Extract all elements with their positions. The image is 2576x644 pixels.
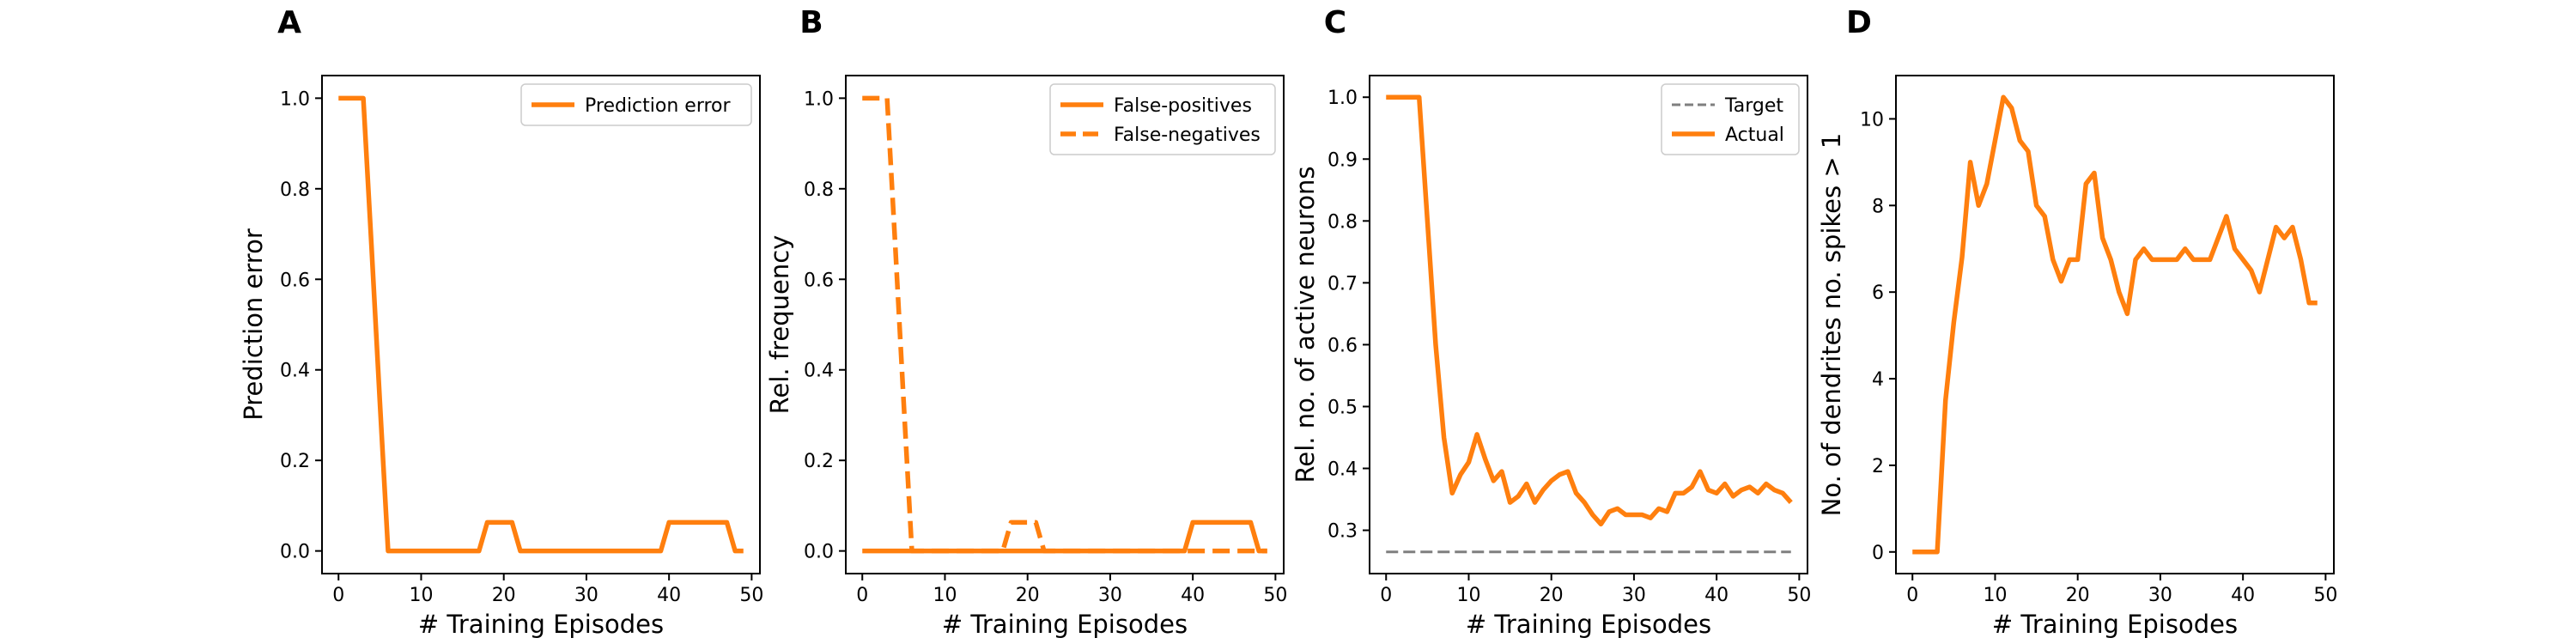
legend: Target Actual <box>1661 83 1800 155</box>
legend-box <box>1049 83 1276 155</box>
y-tick-label: 4 <box>1872 369 1884 391</box>
chart-panel-d: D 0 10 20 30 40 50 0 2 4 6 8 10 # Training Episodes No… <box>1817 5 2337 639</box>
x-axis-label: # Training Episodes <box>1466 610 1711 639</box>
axes-frame <box>1369 75 1808 574</box>
y-axis-label: Prediction error <box>239 228 268 421</box>
x-tick-label: 30 <box>1098 585 1122 606</box>
x-tick-label: 10 <box>409 585 433 606</box>
x-tick-label: 30 <box>1622 585 1646 606</box>
y-tick-label: 0.3 <box>1327 521 1358 543</box>
y-tick-label: 0.5 <box>1327 397 1358 418</box>
x-tick-label: 40 <box>657 585 681 606</box>
chart-panel-b: B 0 10 20 30 40 50 0.0 0.2 0.4 0.6 0.8 1.0 # Training… <box>765 5 1287 639</box>
x-tick-label: 0 <box>1906 585 1918 606</box>
y-tick-label: 0.8 <box>280 179 310 201</box>
x-tick-label: 0 <box>332 585 344 606</box>
y-tick-label: 0.4 <box>1327 459 1358 481</box>
y-tick-label: 0.4 <box>804 361 834 382</box>
legend-box <box>1661 83 1800 155</box>
legend-label: False-positives <box>1114 95 1252 117</box>
series-line-false-negatives <box>862 95 1267 554</box>
panel-letter: A <box>277 5 301 40</box>
y-tick-label: 8 <box>1872 196 1884 217</box>
y-tick-label: 0.6 <box>804 270 834 291</box>
x-tick-label: 20 <box>492 585 516 606</box>
x-tick-label: 10 <box>1983 585 2007 606</box>
axes-frame <box>845 75 1285 574</box>
x-tick-label: 40 <box>2231 585 2255 606</box>
x-tick-label: 50 <box>1787 585 1811 606</box>
axes-frame <box>321 75 761 574</box>
x-tick-label: 50 <box>739 585 763 606</box>
y-tick-label: 0.0 <box>804 542 834 563</box>
panel-letter: B <box>799 5 823 40</box>
y-tick-label: 0.2 <box>280 451 310 472</box>
x-tick-label: 20 <box>2066 585 2090 606</box>
panel-letter: D <box>1846 5 1872 40</box>
y-tick-label: 10 <box>1860 109 1884 131</box>
x-tick-label: 10 <box>1456 585 1480 606</box>
y-tick-label: 0.6 <box>280 270 310 291</box>
y-tick-label: 2 <box>1872 456 1884 477</box>
y-tick-label: 0 <box>1872 543 1884 564</box>
y-tick-label: 0.2 <box>804 451 834 472</box>
y-tick-label: 1.0 <box>1327 88 1358 109</box>
x-tick-label: 40 <box>1704 585 1728 606</box>
y-tick-label: 0.9 <box>1327 149 1358 171</box>
x-tick-label: 0 <box>1380 585 1392 606</box>
y-axis-label: No. of dendrites no. spikes > 1 <box>1817 133 1846 517</box>
x-tick-label: 40 <box>1181 585 1205 606</box>
legend-label: Prediction error <box>585 95 731 117</box>
y-tick-label: 0.7 <box>1327 273 1358 295</box>
y-tick-label: 6 <box>1872 283 1884 304</box>
x-tick-label: 30 <box>2148 585 2172 606</box>
series-line-false-positives <box>862 519 1267 554</box>
y-axis-label: Rel. frequency <box>765 235 794 415</box>
x-tick-label: 30 <box>574 585 598 606</box>
y-tick-label: 0.8 <box>1327 211 1358 233</box>
chart-panel-c: C 0 10 20 30 40 50 0.3 0.4 0.5 0.6 0.7 0.8 0.9 1.0 # Tr… <box>1291 5 1811 639</box>
x-tick-label: 0 <box>856 585 868 606</box>
y-tick-label: 1.0 <box>804 88 834 110</box>
x-tick-label: 50 <box>1263 585 1287 606</box>
x-tick-label: 20 <box>1540 585 1564 606</box>
y-tick-label: 0.6 <box>1327 335 1358 356</box>
panel-letter: C <box>1324 5 1346 40</box>
series-line-actual <box>1386 94 1793 527</box>
y-tick-label: 1.0 <box>280 88 310 110</box>
y-tick-label: 0.4 <box>280 361 310 382</box>
series-line-prediction-error <box>338 95 744 554</box>
x-axis-label: # Training Episodes <box>942 610 1188 639</box>
series-line-dendrites <box>1912 94 2318 555</box>
axes-frame <box>1895 75 2335 574</box>
chart-panel-a: A 0 10 20 30 40 50 0.0 0.2 0.4 0.6 0.8 1.0 # Training… <box>239 5 763 639</box>
legend-label: Actual <box>1725 125 1784 146</box>
legend: False-positives False-negatives <box>1049 83 1276 155</box>
y-axis-label: Rel. no. of active neurons <box>1291 167 1320 483</box>
legend-box <box>520 83 752 126</box>
legend: Prediction error <box>520 83 752 126</box>
x-axis-label: # Training Episodes <box>418 610 664 639</box>
legend-label: False-negatives <box>1114 125 1261 146</box>
x-tick-label: 10 <box>933 585 957 606</box>
y-tick-label: 0.0 <box>280 542 310 563</box>
legend-label: Target <box>1724 95 1783 117</box>
x-tick-label: 50 <box>2313 585 2337 606</box>
x-tick-label: 20 <box>1016 585 1040 606</box>
y-tick-label: 0.8 <box>804 179 834 201</box>
x-axis-label: # Training Episodes <box>1992 610 2238 639</box>
